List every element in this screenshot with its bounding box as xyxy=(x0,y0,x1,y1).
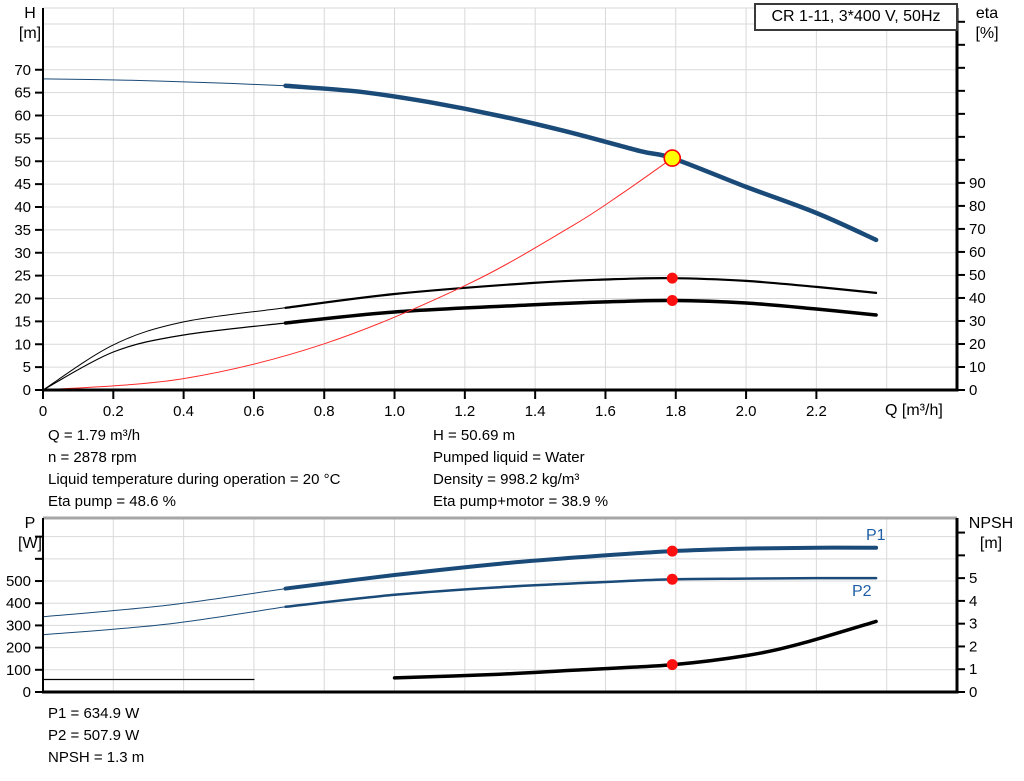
x-tick-label: 0 xyxy=(39,403,47,420)
info-npsh: NPSH = 1.3 m xyxy=(48,749,145,766)
x-tick-label: 0.8 xyxy=(314,403,335,420)
left-tick-label: 55 xyxy=(14,130,31,147)
left-tick-label: 30 xyxy=(14,245,31,262)
eta-axis-label-line2: [%] xyxy=(975,25,999,42)
right-tick-label: 20 xyxy=(969,336,986,353)
left-tick-label: 65 xyxy=(14,85,31,102)
x-tick-label: 1.6 xyxy=(595,403,616,420)
info-p1: P1 = 634.9 W xyxy=(48,705,140,722)
duty-info-left: Q = 1.79 m³/h n = 2878 rpm Liquid temper… xyxy=(48,425,340,513)
p2-point xyxy=(666,573,678,585)
left-tick-label: 200 xyxy=(6,640,31,657)
eta-pump-motor-point xyxy=(666,294,678,306)
left-tick-label: 0 xyxy=(23,684,31,700)
right-tick-label: 5 xyxy=(969,570,977,587)
right-tick-label: 1 xyxy=(969,661,977,678)
left-tick-label: 15 xyxy=(14,313,31,330)
x-tick-label: 0.6 xyxy=(243,403,264,420)
npsh-axis-label: NPSH [m] xyxy=(962,514,1020,554)
eta-pump-curve xyxy=(284,277,878,309)
left-tick-label: 100 xyxy=(6,662,31,679)
right-tick-label: 0 xyxy=(969,684,977,700)
x-tick-label: 1.4 xyxy=(525,403,546,420)
left-tick-label: 25 xyxy=(14,268,31,285)
pump-model-title: CR 1-11, 3*400 V, 50Hz xyxy=(754,3,958,31)
x-tick-label: 0.4 xyxy=(173,403,194,420)
right-tick-label: 40 xyxy=(969,290,986,307)
h-axis-label-line2: [m] xyxy=(18,25,42,42)
p1-curve xyxy=(283,545,879,591)
duty-info-right: H = 50.69 m Pumped liquid = Water Densit… xyxy=(433,425,608,513)
head-curve-thin xyxy=(42,78,287,87)
qh-eta-chart: 0 5 10 15 20 25 30 35 40 45 50 55 60 65 70 0 10 20 30 40 50 6… xyxy=(14,7,986,420)
p-axis-label-line1: P xyxy=(24,515,36,532)
left-tick-label: 70 xyxy=(14,62,31,79)
x-tick-label: 1.2 xyxy=(454,403,475,420)
h-axis-label-line1: H xyxy=(24,5,36,22)
x-tick-label: 0.2 xyxy=(103,403,124,420)
power-npsh-chart: 0 100 200 300 400 500 0 1 2 3 4 5 xyxy=(6,516,977,700)
p2-curve-label: P2 xyxy=(852,583,872,600)
p2-curve xyxy=(284,576,878,609)
system-curve-thin xyxy=(42,157,673,391)
left-tick-label: 400 xyxy=(6,595,31,612)
left-tick-label: 60 xyxy=(14,108,31,125)
q-axis-label: Q [m³/h] xyxy=(885,402,943,419)
eta-pump-curve-thin xyxy=(42,307,287,391)
info-density: Density = 998.2 kg/m³ xyxy=(433,471,580,488)
right-tick-label: 10 xyxy=(969,359,986,376)
npsh-axis-label-line1: NPSH xyxy=(968,515,1014,532)
info-speed: n = 2878 rpm xyxy=(48,449,137,466)
x-tick-label: 2.2 xyxy=(806,403,827,420)
right-tick-label: 50 xyxy=(969,267,986,284)
right-tick-label: 60 xyxy=(969,244,986,261)
info-h: H = 50.69 m xyxy=(433,427,516,444)
eta-pump-motor-curve-thin xyxy=(42,322,287,391)
left-tick-label: 300 xyxy=(6,617,31,634)
power-info-block: P1 = 634.9 W P2 = 507.9 W NPSH = 1.3 m xyxy=(48,703,144,769)
right-tick-label: 3 xyxy=(969,616,977,633)
right-tick-label: 30 xyxy=(969,313,986,330)
npsh-curve xyxy=(392,619,878,680)
info-liquid-temp: Liquid temperature during operation = 20… xyxy=(48,471,341,488)
left-tick-label: 5 xyxy=(23,359,31,376)
x-tick-label: 1.8 xyxy=(665,403,686,420)
p-axis-label-line2: [W] xyxy=(18,535,42,552)
npsh-axis-label-line2: [m] xyxy=(979,535,1003,552)
eta-axis-label-line1: eta xyxy=(975,5,999,22)
p2-curve-thin xyxy=(42,606,287,636)
left-tick-label: 40 xyxy=(14,199,31,216)
info-eta-pump: Eta pump = 48.6 % xyxy=(48,493,176,510)
x-tick-label: 2.0 xyxy=(736,403,757,420)
right-tick-label: 4 xyxy=(969,593,977,610)
p1-point xyxy=(666,545,678,557)
left-tick-label: 45 xyxy=(14,176,31,193)
left-tick-label: 10 xyxy=(14,336,31,353)
right-tick-label: 0 xyxy=(969,382,977,399)
left-tick-label: 35 xyxy=(14,222,31,239)
npsh-point xyxy=(666,659,678,671)
info-p2: P2 = 507.9 W xyxy=(48,727,140,744)
info-eta-pump-motor: Eta pump+motor = 38.9 % xyxy=(433,493,609,510)
left-tick-label: 20 xyxy=(14,291,31,308)
p1-curve-thin xyxy=(42,588,287,618)
left-tick-label: 0 xyxy=(23,382,31,399)
h-axis-label: H [m] xyxy=(10,4,50,44)
p1-curve-label: P1 xyxy=(866,527,886,544)
info-pumped-liquid: Pumped liquid = Water xyxy=(433,449,585,466)
right-tick-label: 70 xyxy=(969,221,986,238)
info-q: Q = 1.79 m³/h xyxy=(48,427,141,444)
eta-axis-label: eta [%] xyxy=(965,4,1009,44)
eta-pump-motor-curve xyxy=(283,298,878,325)
duty-point[interactable] xyxy=(663,149,682,167)
left-tick-label: 500 xyxy=(6,573,31,590)
head-curve xyxy=(283,83,879,243)
right-tick-label: 90 xyxy=(969,175,986,192)
p-axis-label: P [W] xyxy=(10,514,50,554)
right-tick-label: 80 xyxy=(969,198,986,215)
eta-pump-point xyxy=(666,272,678,284)
right-tick-label: 2 xyxy=(969,638,977,655)
left-tick-label: 50 xyxy=(14,153,31,170)
x-tick-label: 1.0 xyxy=(384,403,405,420)
